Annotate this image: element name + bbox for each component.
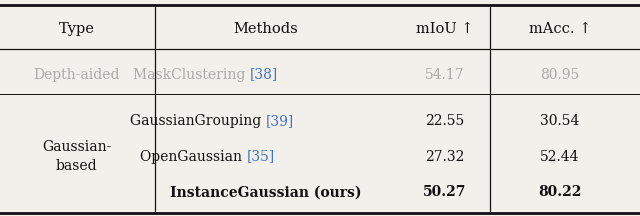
- Text: [38]: [38]: [250, 68, 278, 81]
- Text: 52.44: 52.44: [540, 150, 580, 164]
- Text: mIoU ↑: mIoU ↑: [416, 22, 474, 36]
- Text: Depth-aided: Depth-aided: [33, 68, 120, 81]
- Text: Gaussian-
based: Gaussian- based: [42, 140, 111, 173]
- Text: 22.55: 22.55: [425, 114, 465, 128]
- Text: MaskClustering: MaskClustering: [133, 68, 250, 81]
- Text: Type: Type: [59, 22, 95, 36]
- Text: GaussianGrouping: GaussianGrouping: [130, 114, 266, 128]
- Text: 50.27: 50.27: [423, 185, 467, 199]
- Text: mAcc. ↑: mAcc. ↑: [529, 22, 591, 36]
- Text: 54.17: 54.17: [425, 68, 465, 81]
- Text: 80.22: 80.22: [538, 185, 582, 199]
- Text: [35]: [35]: [246, 150, 275, 164]
- Text: InstanceGaussian (ours): InstanceGaussian (ours): [170, 185, 362, 199]
- Text: 30.54: 30.54: [540, 114, 580, 128]
- Text: 27.32: 27.32: [425, 150, 465, 164]
- Text: Methods: Methods: [233, 22, 298, 36]
- Text: OpenGaussian: OpenGaussian: [140, 150, 246, 164]
- Text: [39]: [39]: [266, 114, 294, 128]
- Text: 80.95: 80.95: [540, 68, 580, 81]
